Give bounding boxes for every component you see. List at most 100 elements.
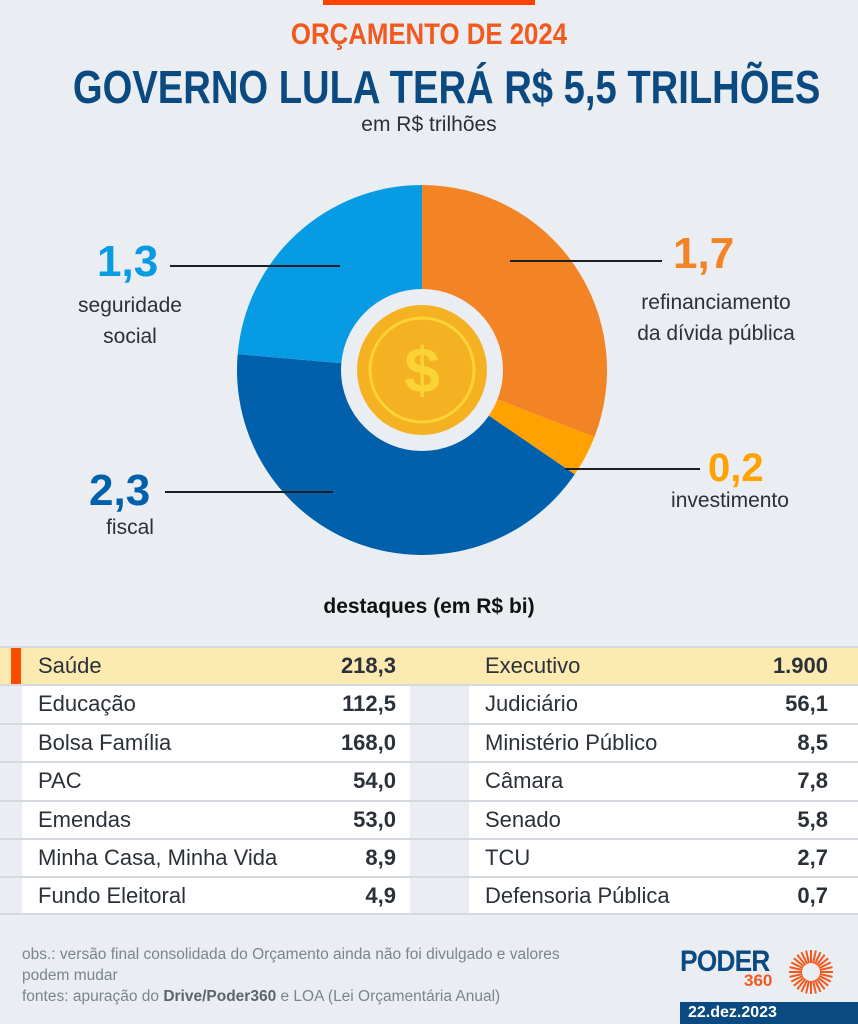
sunburst-ray	[796, 978, 807, 990]
sunburst-ray	[805, 950, 810, 964]
row-value: 4,9	[365, 883, 396, 909]
sunburst-ray	[815, 978, 826, 990]
table-row: Emendas 53,0 Senado 5,8	[0, 799, 858, 838]
label-value-seguridade: 1,3	[97, 237, 159, 286]
sunburst-ray	[793, 957, 805, 968]
right-cell: Defensoria Pública 0,7	[469, 878, 858, 913]
right-cell: TCU 2,7	[469, 839, 858, 877]
row-value: 54,0	[353, 768, 396, 794]
table-row: Bolsa Família 168,0 Ministério Público 8,5	[0, 722, 858, 762]
row-value: 5,8	[797, 806, 828, 832]
sources-prefix: fontes: apuração do	[22, 988, 164, 1005]
row-label: Emendas	[38, 806, 131, 832]
obs-line: obs.: versão final consolidada do Orçame…	[22, 946, 560, 963]
date-badge: 22.dez.2023	[680, 1002, 858, 1024]
right-cell: Judiciário 56,1	[469, 686, 858, 723]
sunburst-ray	[790, 961, 804, 969]
label-text-investimento: investimento	[671, 489, 789, 512]
row-value: 112,5	[342, 691, 396, 717]
row-value: 8,5	[797, 729, 828, 755]
table-row: Fundo Eleitoral 4,9 Defensoria Pública 0,7	[0, 876, 858, 915]
row-label: Ministério Público	[485, 729, 658, 755]
sunburst-icon	[789, 950, 833, 994]
table-row: Saúde 218,3 Executivo 1.900	[0, 646, 858, 685]
left-cell: Fundo Eleitoral 4,9	[22, 878, 410, 913]
row-value: 1.900	[772, 653, 828, 678]
sunburst-ray	[814, 951, 822, 965]
sunburst-ray	[793, 976, 805, 987]
sunburst-ray	[800, 951, 808, 965]
top-accent-bar	[323, 0, 535, 5]
sunburst-ray	[790, 975, 804, 983]
pie-chart: $	[165, 185, 700, 555]
right-cell: Ministério Público 8,5	[469, 724, 858, 762]
sunburst-ray	[817, 957, 829, 968]
row-label: Bolsa Família	[38, 729, 172, 755]
table-title: destaques (em R$ bi)	[323, 595, 535, 618]
row-label: Câmara	[485, 768, 564, 794]
row-label: Saúde	[38, 653, 102, 678]
obs-note: obs.: versão final consolidada do Orçame…	[22, 944, 642, 986]
highlight-accent-bar	[11, 648, 21, 685]
label-text-fiscal: fiscal	[106, 516, 154, 539]
headline: GOVERNO LULA TERÁ R$ 5,5 TRILHÕES	[72, 61, 821, 113]
row-value: 56,1	[785, 691, 828, 717]
footnotes: obs.: versão final consolidada do Orçame…	[22, 944, 642, 1007]
sunburst-ray	[789, 966, 803, 971]
logo-number: 360	[744, 971, 773, 990]
row-label: Executivo	[485, 653, 581, 678]
logo-word: PODER	[680, 945, 770, 978]
row-value: 168,0	[340, 729, 396, 755]
sunburst-ray	[817, 976, 829, 987]
label-text-seguridade: seguridade social	[50, 290, 210, 352]
sunburst-ray	[818, 961, 832, 969]
sunburst-ray	[819, 966, 833, 971]
obs-line: podem mudar	[22, 967, 118, 984]
label-value-fiscal: 2,3	[89, 466, 151, 515]
highlights-table: Saúde 218,3 Executivo 1.900 Educação 112,5 Jud…	[0, 646, 858, 915]
sunburst-ray	[800, 979, 808, 993]
sunburst-ray	[789, 973, 803, 978]
sunburst-ray	[805, 980, 810, 994]
sources-bold: Drive/Poder360	[163, 988, 277, 1005]
row-value: 7,8	[797, 768, 828, 794]
row-label: Judiciário	[485, 691, 578, 717]
sunburst-ray	[819, 973, 833, 978]
dollar-sign-icon: $	[404, 334, 440, 406]
kicker-title: ORÇAMENTO DE 2024	[290, 18, 568, 51]
sunburst-ray	[796, 954, 807, 966]
table-row: Minha Casa, Minha Vida 8,9 TCU 2,7	[0, 837, 858, 877]
label-line: social	[103, 325, 157, 348]
left-cell: PAC 54,0	[22, 763, 410, 800]
sources-suffix: e LOA (Lei Orçamentária Anual)	[276, 988, 501, 1005]
label-line: seguridade	[78, 294, 182, 317]
sunburst-ray	[812, 950, 817, 964]
row-value: 53,0	[353, 806, 396, 832]
right-cell: Senado 5,8	[469, 801, 858, 838]
label-line: refinanciamento	[641, 291, 791, 314]
right-cell: Executivo 1.900	[469, 648, 858, 685]
label-text-refinanciamento: refinanciamento da dívida pública	[606, 287, 826, 349]
row-label: TCU	[485, 844, 531, 870]
row-label: Educação	[38, 691, 136, 717]
left-cell: Bolsa Família 168,0	[22, 724, 410, 762]
row-value: 218,3	[340, 653, 396, 678]
right-cell: Câmara 7,8	[469, 763, 858, 800]
left-cell: Emendas 53,0	[22, 801, 410, 838]
row-value: 2,7	[797, 844, 828, 870]
row-label: Minha Casa, Minha Vida	[38, 844, 278, 870]
coin-icon	[357, 305, 487, 435]
sunburst-ray	[815, 954, 826, 966]
slice-fiscal	[237, 354, 575, 555]
sunburst-ray	[818, 975, 832, 983]
row-label: Defensoria Pública	[485, 883, 670, 909]
row-label: PAC	[38, 768, 82, 794]
row-value: 8,9	[365, 844, 396, 870]
row-label: Senado	[485, 806, 561, 832]
table-row: Educação 112,5 Judiciário 56,1	[0, 684, 858, 723]
table-row: PAC 54,0 Câmara 7,8	[0, 761, 858, 800]
unit-subtitle: em R$ trilhões	[361, 113, 497, 136]
sources-note: fontes: apuração do Drive/Poder360 e LOA…	[22, 986, 642, 1007]
sunburst-ray	[814, 979, 822, 993]
coin-ring	[368, 316, 476, 424]
